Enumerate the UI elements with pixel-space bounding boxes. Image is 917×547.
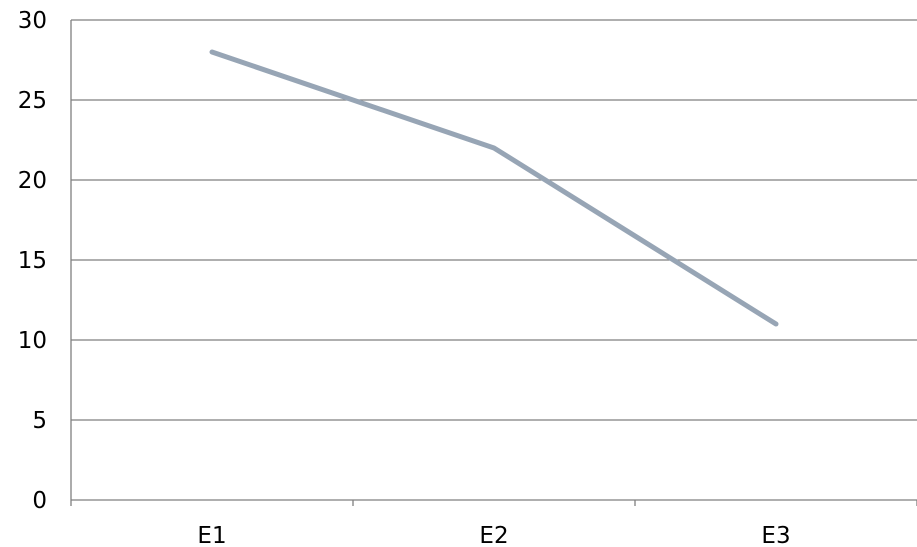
y-tick-label: 25 bbox=[18, 88, 47, 114]
y-tick-label: 5 bbox=[32, 408, 47, 434]
y-tick-label: 15 bbox=[18, 248, 47, 274]
y-axis-tick-labels: 0 5 10 15 20 25 30 bbox=[18, 8, 47, 514]
y-tick-label: 0 bbox=[32, 488, 47, 514]
x-tick-label: E1 bbox=[197, 523, 226, 547]
axes bbox=[70, 20, 917, 506]
x-tick-label: E2 bbox=[479, 523, 508, 547]
x-axis-tick-labels: E1 E2 E3 bbox=[197, 523, 790, 547]
series-layer bbox=[209, 49, 779, 327]
x-tick-label: E3 bbox=[761, 523, 790, 547]
gridlines bbox=[71, 19, 917, 421]
series-line-1 bbox=[209, 49, 779, 327]
y-tick-label: 30 bbox=[18, 8, 47, 34]
y-tick-label: 10 bbox=[18, 328, 47, 354]
y-tick-label: 20 bbox=[18, 168, 47, 194]
